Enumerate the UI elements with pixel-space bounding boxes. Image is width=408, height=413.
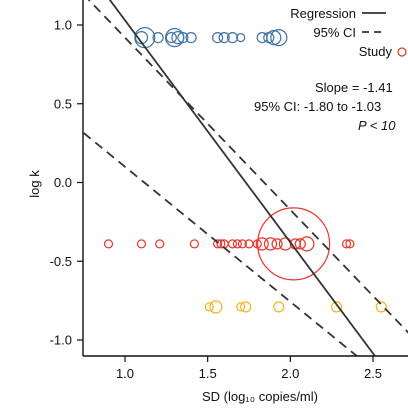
study-point: [171, 30, 185, 45]
study-point: [375, 301, 387, 313]
study-point: [165, 31, 177, 44]
legend-label-regression: Regression: [290, 6, 356, 21]
regression-line: [108, 0, 377, 356]
p-annotation: P < 10: [358, 118, 396, 133]
study-point: [232, 239, 242, 249]
study-point: [237, 239, 247, 249]
study-point: [177, 31, 189, 44]
study-point: [255, 237, 269, 251]
study-point: [185, 31, 197, 44]
slope-annotation: Slope = -1.41: [315, 80, 393, 95]
study-point: [216, 239, 226, 249]
y-tick-label: 0.0: [54, 175, 72, 190]
legend-label-ci: 95% CI: [313, 25, 356, 40]
ticks: 1.0 1.5 2.0 2.5 1.0 0.5 0.0 -0.5 -1.0: [50, 18, 382, 382]
axes: [82, 0, 408, 357]
ci-line: [87, 0, 408, 334]
y-tick-label: -0.5: [50, 254, 72, 269]
study-point: [103, 239, 114, 249]
y-tick-label: -1.0: [50, 333, 72, 348]
study-point: [341, 239, 352, 249]
study-point: [331, 301, 343, 313]
x-tick-label: 1.5: [199, 366, 217, 381]
study-point: [345, 239, 355, 249]
study-point: [226, 31, 239, 44]
study-point: [209, 300, 223, 314]
study-point: [263, 237, 278, 251]
plot-area: [83, 0, 408, 356]
annotation: Slope = -1.41 95% CI: -1.80 to -1.03 P <…: [254, 80, 396, 133]
study-point: [136, 239, 147, 249]
study-point: [278, 237, 292, 251]
study-point: [236, 32, 246, 43]
study-point: [189, 239, 199, 249]
study-point: [294, 238, 306, 250]
legend-label-study: Study: [359, 44, 393, 59]
study-point: [240, 301, 252, 313]
study-point: [152, 31, 164, 44]
study-point: [273, 301, 285, 313]
study-point: [271, 238, 283, 250]
y-tick-label: 0.5: [54, 96, 72, 111]
study-point: [155, 239, 165, 249]
ci-annotation: 95% CI: -1.80 to -1.03: [254, 99, 381, 114]
study-point: [270, 28, 288, 47]
legend-marker-study: [397, 47, 407, 57]
legend: Regression 95% CI Study: [290, 6, 407, 59]
study-point: [213, 239, 223, 249]
ci-line: [83, 132, 359, 356]
study-point: [266, 29, 282, 46]
study-point: [257, 207, 331, 281]
x-tick-label: 2.0: [281, 366, 299, 381]
x-tick-label: 1.0: [116, 366, 134, 381]
x-tick-label: 2.5: [364, 366, 382, 381]
study-point: [236, 302, 246, 312]
study-point: [218, 31, 230, 44]
study-point: [165, 27, 185, 48]
study-point: [212, 31, 224, 44]
x-axis-title: SD (log₁₀ copies/ml): [202, 389, 318, 404]
study-point: [299, 236, 315, 252]
y-axis-title: log k: [27, 170, 42, 198]
study-point: [263, 31, 275, 44]
study-point: [227, 239, 238, 249]
study-point: [204, 302, 214, 312]
y-tick-label: 1.0: [54, 18, 72, 33]
